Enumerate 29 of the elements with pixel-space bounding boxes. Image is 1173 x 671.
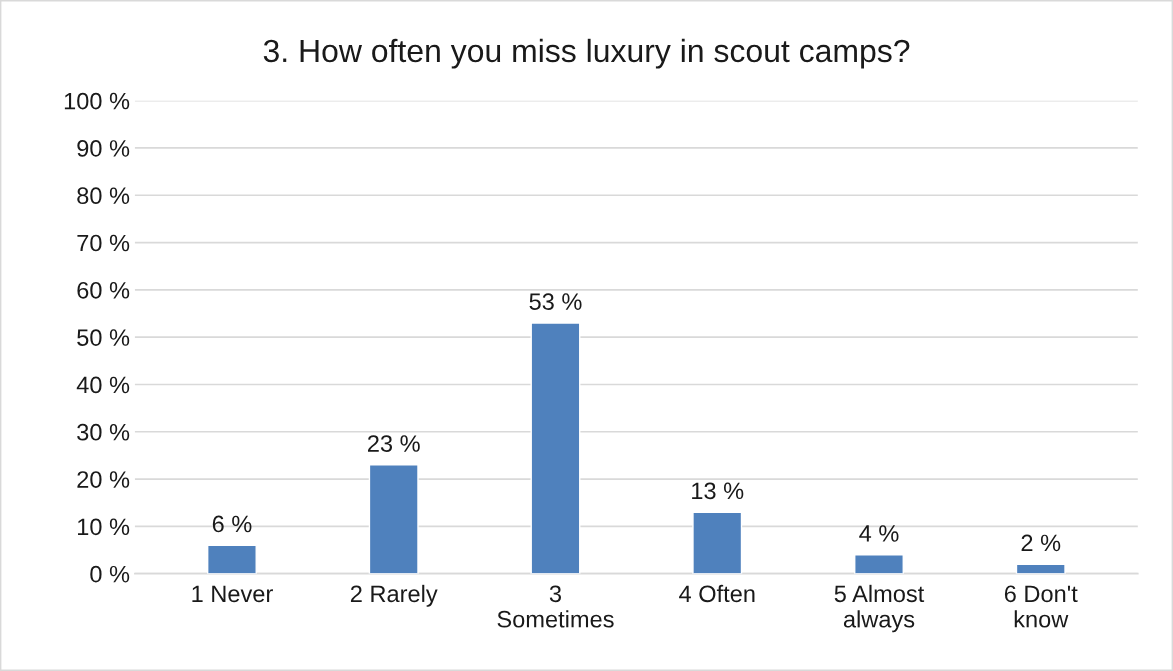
data-label: 13 % xyxy=(692,482,744,500)
bar xyxy=(206,544,257,574)
x-tick-label: 3 Sometimes xyxy=(497,585,614,628)
y-tick-label: 0 % xyxy=(90,565,130,583)
y-tick-label: 40 % xyxy=(76,376,130,394)
x-tick-label: 5 Almost always xyxy=(834,584,925,633)
x-tick-label: 2 Rarely xyxy=(350,584,438,607)
y-tick-label: 80 % xyxy=(77,187,130,205)
x-tick-label: 4 Often xyxy=(679,584,755,603)
bar xyxy=(530,322,581,574)
y-tick-label: 20 % xyxy=(77,471,130,488)
chart-title: 3. How often you miss luxury in scout camps? xyxy=(263,38,910,69)
y-tick-label: 30 % xyxy=(77,423,130,441)
y-tick-label: 70 % xyxy=(77,234,130,252)
bar xyxy=(692,511,743,574)
data-label: 23 % xyxy=(367,435,420,452)
data-label: 53 % xyxy=(529,293,582,310)
y-tick-label: 10 % xyxy=(78,518,130,536)
bar xyxy=(854,554,904,574)
x-tick-label: 1 Never xyxy=(192,585,273,603)
bar xyxy=(368,464,419,574)
y-tick-label: 50 % xyxy=(77,329,130,346)
data-label: 2 % xyxy=(1021,534,1061,552)
x-tick-label: 6 Don't know xyxy=(1004,585,1078,628)
data-label: 4 % xyxy=(859,525,899,542)
y-tick-label: 90 % xyxy=(77,140,130,157)
y-tick-label: 100 % xyxy=(64,92,130,110)
y-tick-label: 60 % xyxy=(77,281,130,299)
data-label: 6 % xyxy=(212,515,252,533)
